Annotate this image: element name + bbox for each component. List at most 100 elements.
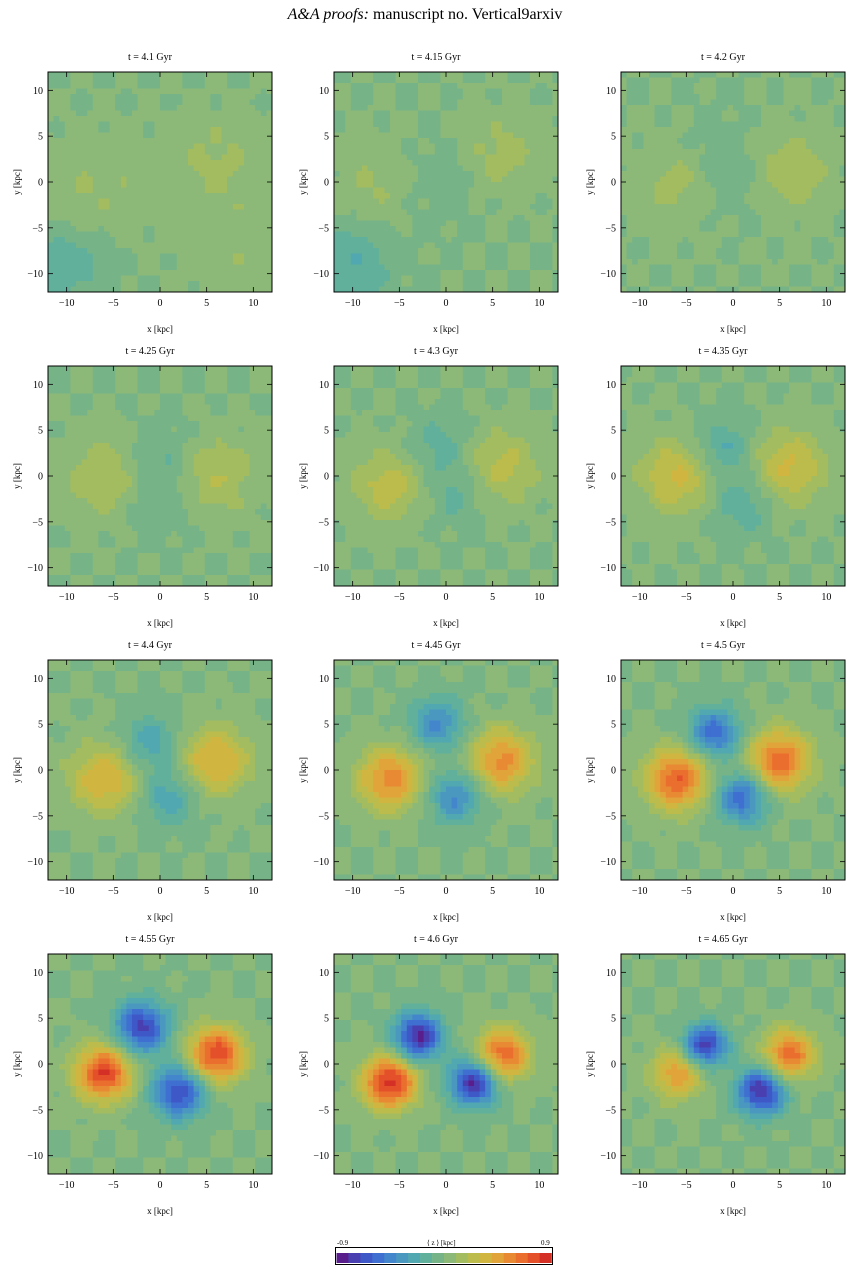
heatmap-cell (777, 264, 784, 271)
heatmap-cell (232, 275, 239, 282)
heatmap-cell (48, 371, 54, 378)
heatmap-cell (255, 237, 262, 243)
heatmap-cell (677, 193, 683, 199)
heatmap-cell (345, 132, 352, 139)
heatmap-cell (682, 248, 689, 254)
heatmap-cell (401, 220, 408, 227)
heatmap-cell (406, 143, 413, 150)
heatmap-cell (143, 94, 150, 100)
heatmap-cell (339, 248, 346, 254)
heatmap-cell (334, 83, 340, 89)
heatmap-cell (733, 270, 739, 276)
heatmap-cell (238, 176, 245, 183)
heatmap-cell (485, 77, 492, 84)
heatmap-cell (148, 116, 155, 122)
heatmap-cell (227, 204, 234, 210)
heatmap-cell (216, 83, 222, 89)
heatmap-cell (334, 127, 340, 133)
heatmap-cell (390, 286, 396, 293)
heatmap-cell (176, 281, 183, 287)
heatmap-cell (143, 121, 150, 128)
heatmap-cell (440, 88, 447, 95)
heatmap-cell (345, 121, 352, 128)
heatmap-cell (423, 160, 430, 166)
heatmap-cell (761, 94, 767, 100)
heatmap-cell (828, 281, 835, 287)
heatmap-cell (518, 281, 525, 287)
heatmap-cell (546, 72, 553, 78)
heatmap-cell (367, 149, 374, 155)
heatmap-cell (518, 270, 525, 276)
heatmap-cell (761, 193, 767, 199)
heatmap-cell (682, 286, 689, 293)
heatmap-cell (221, 275, 228, 282)
heatmap-cell (395, 226, 402, 232)
heatmap-cell (434, 149, 441, 155)
heatmap-cell (772, 110, 779, 117)
heatmap-cell (384, 259, 391, 265)
heatmap-cell (165, 270, 172, 276)
x-tick-label: 0 (731, 298, 736, 309)
heatmap-cell (474, 83, 480, 89)
heatmap-cell (490, 149, 497, 155)
heatmap-cell (783, 242, 790, 249)
heatmap-cell (839, 94, 846, 100)
heatmap-cell (238, 242, 245, 249)
heatmap-cell (109, 270, 116, 276)
heatmap-cell (210, 204, 217, 210)
heatmap-cell (474, 88, 480, 95)
heatmap-cell (637, 121, 644, 128)
heatmap-cell (378, 132, 385, 139)
x-tick-label: 10 (534, 298, 544, 309)
heatmap-cell (48, 558, 54, 565)
heatmap-cell (356, 94, 363, 100)
heatmap-cell (87, 198, 94, 205)
heatmap-cell (822, 160, 829, 166)
heatmap-cell (777, 121, 784, 128)
heatmap-cell (699, 88, 706, 95)
heatmap-cell (87, 138, 94, 144)
heatmap-cell (479, 231, 486, 238)
heatmap-cell (367, 77, 374, 84)
heatmap-cell (665, 72, 672, 78)
heatmap-cell (362, 154, 368, 161)
heatmap-cell (356, 286, 363, 293)
heatmap-cell (800, 259, 807, 265)
heatmap-cell (176, 215, 183, 221)
heatmap-cell (193, 149, 200, 155)
heatmap-cell (446, 127, 452, 133)
heatmap-cell (160, 132, 166, 139)
heatmap-cell (789, 182, 795, 188)
heatmap-cell (822, 270, 829, 276)
heatmap-cell (53, 448, 60, 455)
heatmap-cell (716, 88, 723, 95)
heatmap-cell (216, 132, 222, 139)
heatmap-cell (109, 138, 116, 144)
heatmap-cell (171, 99, 178, 106)
heatmap-cell (738, 281, 745, 287)
heatmap-cell (677, 149, 683, 155)
heatmap-cell (805, 138, 812, 144)
heatmap-cell (621, 160, 627, 166)
heatmap-cell (64, 215, 71, 221)
heatmap-cell (109, 187, 116, 194)
heatmap-cell (53, 377, 60, 383)
heatmap-cell (721, 83, 728, 89)
heatmap-cell (98, 132, 105, 139)
heatmap-cell (154, 83, 161, 89)
heatmap-cell (777, 253, 784, 260)
heatmap-cell (637, 209, 644, 216)
heatmap-cell (805, 171, 812, 177)
heatmap-cell (92, 275, 99, 282)
heatmap-cell (446, 275, 452, 282)
heatmap-cell (524, 270, 531, 276)
heatmap-cell (721, 154, 728, 161)
heatmap-cell (632, 99, 639, 106)
x-tick-label: 10 (821, 298, 831, 309)
heatmap-cell (777, 215, 784, 221)
heatmap-cell (716, 99, 723, 106)
heatmap-cell (367, 110, 374, 117)
heatmap-cell (429, 231, 436, 238)
heatmap-cell (766, 165, 773, 172)
heatmap-cell (109, 94, 116, 100)
